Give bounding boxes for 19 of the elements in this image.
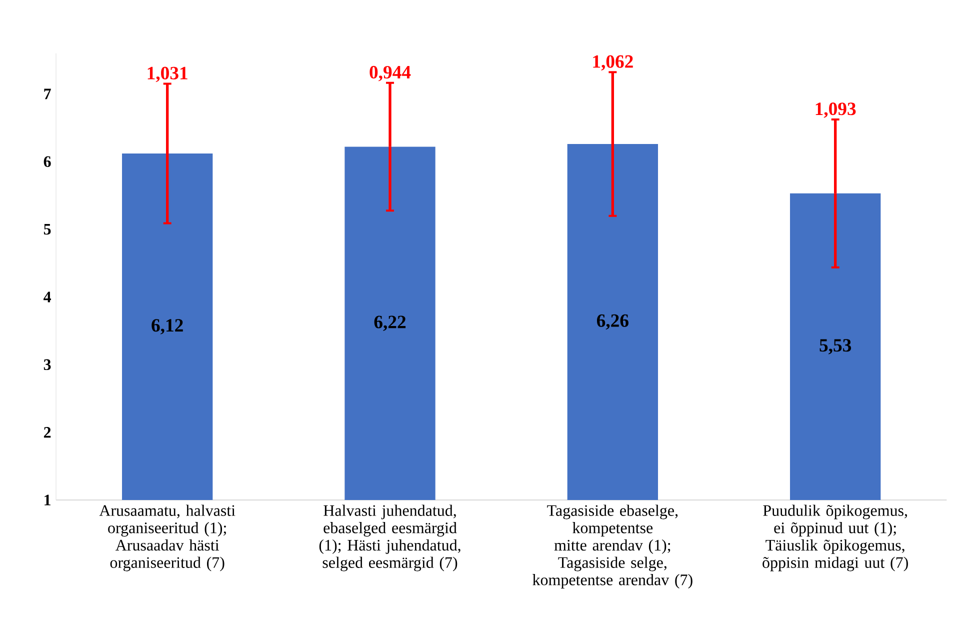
x-tick-label: Halvasti juhendatud, ebaselged eesmärgid (1); Hästi juhendatud, selged eesmärgid (7) [319,504,460,572]
annotation: 0,944 [370,66,411,82]
annotation: 1,093 [816,102,856,118]
annotation: 1,062 [593,55,633,71]
x-tick-label: Puudulik õpikogemus, ei õppinud uut (1); Täiuslik õpikogemus, õppisin midagi uut (7) [762,504,908,572]
y-tick-label: 2 [44,427,51,438]
y-tick-label: 1 [44,494,50,506]
annotation: 1,031 [148,66,188,82]
data-label: 6,12 [152,319,183,335]
data-label: 5,53 [820,339,852,354]
x-tick-label: Tagasiside ebaselge, kompetentse mitte arendav (1); Tagasiside selge, kompetentse arendav (7) [532,504,692,589]
y-tick-label: 3 [44,359,51,370]
y-tick-label: 5 [44,224,51,235]
y-tick-label: 6 [44,156,51,168]
data-label: 6,26 [596,314,628,330]
y-tick-label: 7 [44,88,51,100]
data-label: 6,22 [374,316,406,332]
y-tick-label: 4 [44,292,51,302]
x-tick-label: Arusaamatu, halvasti organiseeritud (1); Arusaadav hästi organiseeritud (7) [99,504,236,572]
